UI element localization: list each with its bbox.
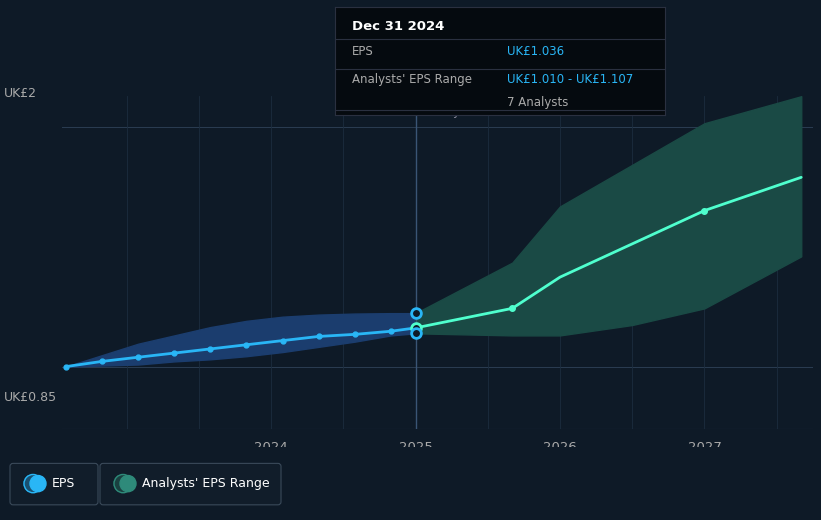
Text: UK£1.010 - UK£1.107: UK£1.010 - UK£1.107 bbox=[507, 73, 633, 86]
Circle shape bbox=[120, 475, 136, 492]
Text: Analysts' EPS Range: Analysts' EPS Range bbox=[351, 73, 471, 86]
Text: 2024: 2024 bbox=[255, 441, 288, 454]
Text: 7 Analysts: 7 Analysts bbox=[507, 96, 568, 109]
Text: Dec 31 2024: Dec 31 2024 bbox=[351, 20, 444, 33]
Text: Analysts Forecasts: Analysts Forecasts bbox=[427, 105, 537, 118]
Text: UK£0.85: UK£0.85 bbox=[4, 391, 57, 405]
Text: Analysts' EPS Range: Analysts' EPS Range bbox=[142, 477, 269, 490]
FancyBboxPatch shape bbox=[100, 463, 281, 505]
Text: UK£2: UK£2 bbox=[4, 87, 37, 100]
Circle shape bbox=[30, 475, 46, 492]
Text: Actual: Actual bbox=[371, 105, 408, 118]
Text: 2027: 2027 bbox=[687, 441, 722, 454]
Text: 2025: 2025 bbox=[398, 441, 433, 454]
Text: EPS: EPS bbox=[52, 477, 76, 490]
Circle shape bbox=[24, 474, 42, 493]
Text: EPS: EPS bbox=[351, 45, 374, 58]
Text: UK£1.036: UK£1.036 bbox=[507, 45, 564, 58]
Text: 2026: 2026 bbox=[544, 441, 577, 454]
Circle shape bbox=[114, 474, 132, 493]
FancyBboxPatch shape bbox=[10, 463, 98, 505]
